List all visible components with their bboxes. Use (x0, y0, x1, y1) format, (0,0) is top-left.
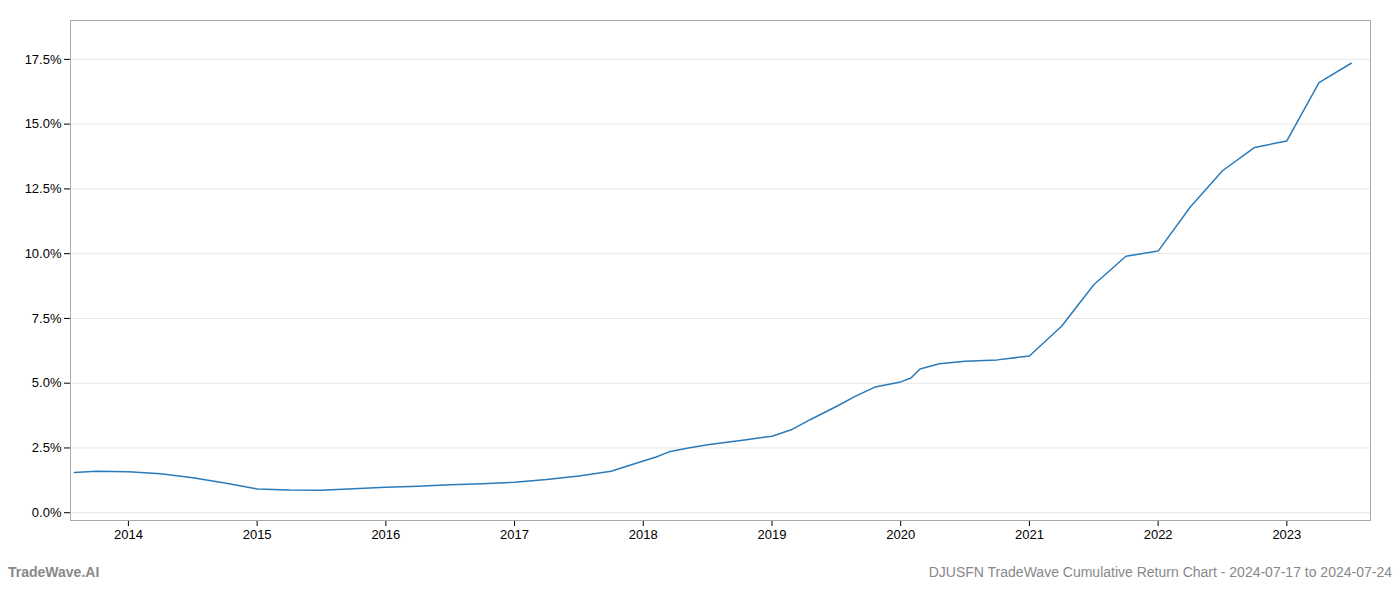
svg-text:7.5%: 7.5% (32, 311, 62, 326)
svg-text:2023: 2023 (1272, 527, 1301, 542)
svg-text:2022: 2022 (1144, 527, 1173, 542)
html-text:TradeWave.AI: TradeWave.AI (8, 564, 100, 580)
svg-text:2.5%: 2.5% (32, 440, 62, 455)
svg-text:2016: 2016 (371, 527, 400, 542)
svg-text:2017: 2017 (500, 527, 529, 542)
svg-text:15.0%: 15.0% (25, 116, 62, 131)
svg-text:5.0%: 5.0% (32, 375, 62, 390)
svg-text:2020: 2020 (886, 527, 915, 542)
html-text:DJUSFN TradeWave Cumulative Re: DJUSFN TradeWave Cumulative Return Chart… (928, 564, 1392, 580)
svg-text:2014: 2014 (114, 527, 143, 542)
svg-text:2018: 2018 (629, 527, 658, 542)
svg-text:2019: 2019 (758, 527, 787, 542)
svg-text:2021: 2021 (1015, 527, 1044, 542)
svg-text:17.5%: 17.5% (25, 52, 62, 67)
svg-text:10.0%: 10.0% (25, 246, 62, 261)
svg-text:12.5%: 12.5% (25, 181, 62, 196)
svg-text:2015: 2015 (243, 527, 272, 542)
svg-text:0.0%: 0.0% (32, 505, 62, 520)
